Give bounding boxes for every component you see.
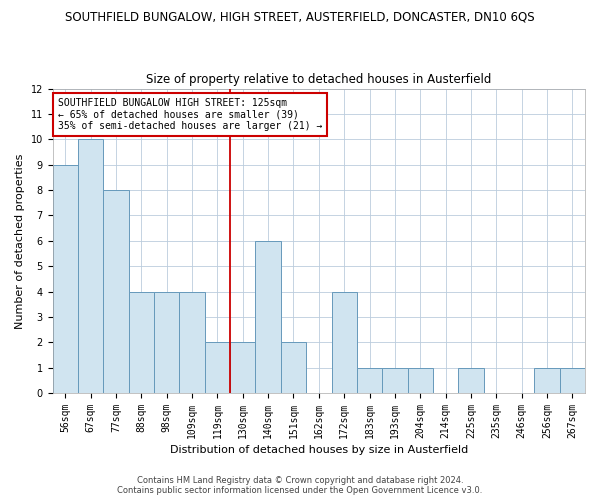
Text: SOUTHFIELD BUNGALOW, HIGH STREET, AUSTERFIELD, DONCASTER, DN10 6QS: SOUTHFIELD BUNGALOW, HIGH STREET, AUSTER… bbox=[65, 10, 535, 23]
Bar bbox=[281, 342, 306, 393]
Bar bbox=[103, 190, 129, 393]
Bar bbox=[205, 342, 230, 393]
Bar bbox=[357, 368, 382, 393]
Bar bbox=[382, 368, 407, 393]
Text: SOUTHFIELD BUNGALOW HIGH STREET: 125sqm
← 65% of detached houses are smaller (39: SOUTHFIELD BUNGALOW HIGH STREET: 125sqm … bbox=[58, 98, 322, 131]
Bar bbox=[154, 292, 179, 393]
Title: Size of property relative to detached houses in Austerfield: Size of property relative to detached ho… bbox=[146, 73, 491, 86]
Bar bbox=[179, 292, 205, 393]
Bar bbox=[407, 368, 433, 393]
Bar bbox=[230, 342, 256, 393]
Bar bbox=[256, 241, 281, 393]
Text: Contains HM Land Registry data © Crown copyright and database right 2024.
Contai: Contains HM Land Registry data © Crown c… bbox=[118, 476, 482, 495]
Bar bbox=[53, 164, 78, 393]
Bar bbox=[560, 368, 585, 393]
Bar bbox=[78, 140, 103, 393]
Bar bbox=[129, 292, 154, 393]
X-axis label: Distribution of detached houses by size in Austerfield: Distribution of detached houses by size … bbox=[170, 445, 468, 455]
Bar bbox=[535, 368, 560, 393]
Y-axis label: Number of detached properties: Number of detached properties bbox=[15, 153, 25, 328]
Bar bbox=[458, 368, 484, 393]
Bar bbox=[332, 292, 357, 393]
